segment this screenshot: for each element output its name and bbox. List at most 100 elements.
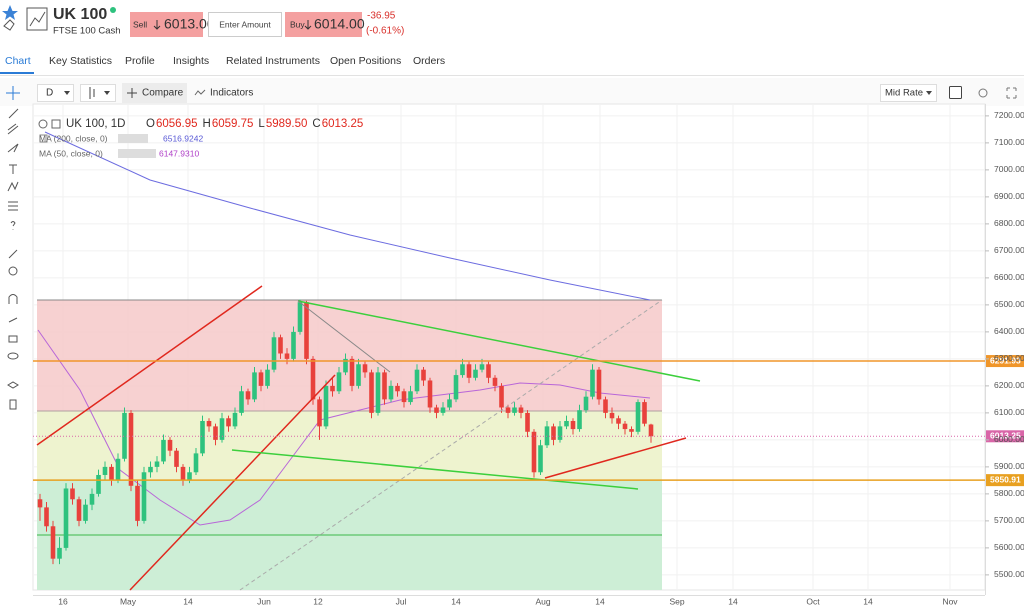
candle-body [648,424,654,437]
settings-button[interactable] [978,88,988,98]
candle-body [596,369,602,400]
tool-brush[interactable] [7,143,19,153]
candle-body [453,375,459,400]
candle-body [362,364,368,373]
tab[interactable]: Insights [173,55,209,67]
candle-body [447,399,452,408]
fullscreen-button[interactable] [1006,87,1017,99]
dropdown-caret [64,91,70,95]
buy-price: 6014.00 [314,16,365,32]
favorite-star[interactable] [2,5,18,20]
tool-lock[interactable] [8,335,18,343]
tool-ruler[interactable] [8,249,18,259]
candle-body [583,396,589,411]
rate-select[interactable] [880,84,937,102]
tool-channel[interactable] [7,123,19,135]
sell-label: Sell [133,19,147,29]
tool-magnet[interactable] [8,294,18,305]
hide-icon[interactable] [51,119,61,129]
tab[interactable]: Key Statistics [49,55,112,67]
interval-select[interactable] [37,84,74,102]
candle-body [76,499,82,521]
snapshot-button[interactable] [949,86,962,99]
study-value: 6147.9310 [159,148,199,158]
candle-body [265,369,270,386]
tool-fib[interactable] [8,201,18,211]
candle-body [297,302,303,332]
tool-zoom[interactable] [8,266,18,276]
sell-button[interactable] [130,12,203,37]
compare-button[interactable] [122,83,187,103]
x-tick-label: May [120,596,137,606]
ohlc-key: H [203,118,211,130]
drawing-toolbar [7,108,19,410]
study-value: 6516.9242 [163,133,203,143]
price-lines: 6291.93 5850.91 6013.25 [33,355,1024,487]
candle-body [499,385,504,408]
candle-body [421,369,426,381]
candle-body [187,472,192,481]
price-label-bg [986,355,1024,368]
ma200-line [44,131,651,301]
candle-body [70,488,75,500]
trend-line [544,437,687,479]
tab[interactable]: Related Instruments [226,55,320,67]
status-dot [110,7,116,13]
candle-body [317,399,322,427]
y-tick-label: 6300.00 [994,353,1024,363]
amount-placeholder: Enter Amount [219,19,271,29]
legend-title: UK 100, 1D [66,118,125,130]
tool-layers[interactable] [7,381,19,389]
crosshair-tool[interactable] [6,86,20,100]
tab[interactable]: Chart [5,55,31,67]
tool-draw-mode[interactable] [8,317,18,323]
candle-body [180,466,186,481]
ohlc-value: 6059.75 [212,118,254,130]
y-tick-label: 6600.00 [994,272,1024,282]
candle-body [213,426,218,440]
tab[interactable]: Open Positions [330,55,401,67]
amount-input[interactable] [208,12,282,37]
candle-body [356,364,361,386]
buy-button[interactable] [285,12,362,37]
y-tick-label: 6500.00 [994,299,1024,309]
y-tick-label: 5900.00 [994,461,1024,471]
candle-body [167,439,173,451]
collapse-icon[interactable] [38,119,48,129]
x-tick-label: Jul [396,596,407,606]
y-tick-label: 6000.00 [994,434,1024,444]
candle-body [590,369,595,397]
candle-body [193,453,199,473]
candle-body [622,423,628,430]
study-controls[interactable] [118,149,156,158]
plus-icon [127,88,137,98]
tool-help[interactable] [10,221,16,230]
study-controls[interactable] [118,134,148,143]
candle-body [440,407,446,413]
channel-line [297,300,701,382]
tab[interactable]: Orders [413,55,445,67]
candle-body [96,474,101,494]
candle-body [161,439,166,462]
indicators[interactable]: Indicators [210,88,253,99]
study-name: MA (200, close, 0) [39,133,108,143]
candle-body [57,547,62,559]
tool-visibility[interactable] [7,352,19,360]
tabs: Chart Key Statistics Profile Insights Re… [0,55,1024,76]
y-tick-label: 5700.00 [994,515,1024,525]
change: -36.95 [367,11,396,22]
tool-line[interactable] [8,108,19,119]
tab-underline [0,72,34,74]
alert-icon[interactable] [3,19,15,31]
price-label-bg [986,430,1024,443]
dashed-line [239,299,663,591]
dropdown-caret [926,91,932,95]
ohlc-key: O [146,118,155,130]
chart-type-select[interactable] [80,84,116,102]
tab[interactable]: Profile [125,55,155,67]
interval: D [46,88,53,99]
candle-body [284,353,290,359]
tool-pattern[interactable] [7,181,19,192]
tool-delete[interactable] [9,399,17,410]
tool-text[interactable] [9,164,17,174]
